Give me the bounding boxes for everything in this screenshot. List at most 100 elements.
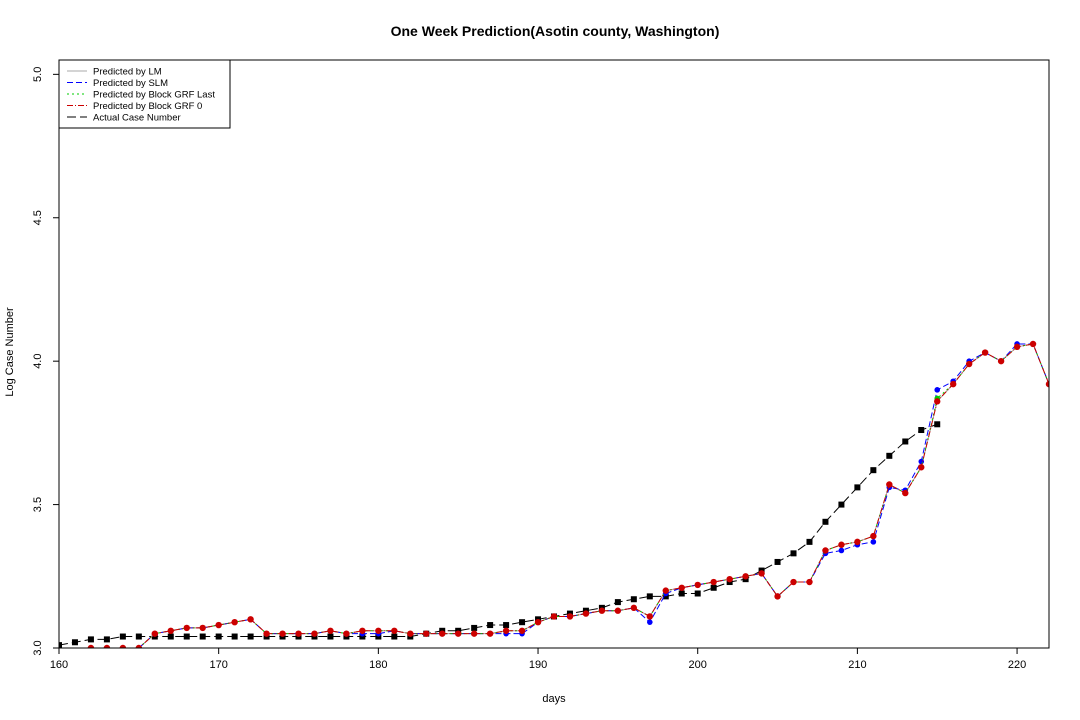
data-point — [167, 627, 174, 634]
data-point — [981, 349, 989, 356]
data-point — [1029, 340, 1037, 348]
data-point — [997, 357, 1005, 365]
series-line — [88, 343, 1049, 648]
data-point — [375, 627, 382, 634]
data-point — [71, 639, 78, 646]
data-point — [838, 547, 845, 554]
data-point — [327, 633, 334, 640]
data-point — [391, 627, 398, 634]
data-point — [327, 627, 334, 634]
data-point — [72, 648, 78, 654]
data-point — [534, 618, 542, 626]
data-point — [231, 633, 238, 640]
data-point — [647, 619, 653, 625]
data-point — [247, 616, 254, 623]
data-point — [630, 596, 637, 603]
data-point — [103, 636, 110, 643]
y-tick-label: 3.5 — [32, 497, 44, 512]
data-point — [359, 633, 366, 640]
data-point — [343, 630, 350, 637]
series-predicted-by-lm — [72, 341, 1049, 654]
data-point — [311, 630, 318, 637]
series-line — [59, 423, 938, 646]
data-point — [215, 633, 222, 640]
x-tick-label: 220 — [1008, 659, 1026, 671]
data-point — [519, 619, 526, 626]
data-point — [614, 599, 621, 606]
data-point — [59, 642, 62, 648]
x-axis-label: days — [542, 693, 566, 705]
series-layer — [59, 340, 1049, 654]
y-tick-label: 3.0 — [32, 640, 44, 655]
data-point — [870, 539, 877, 545]
data-point — [646, 593, 653, 600]
data-point — [486, 630, 494, 637]
data-point — [439, 630, 446, 637]
data-point — [119, 633, 126, 640]
data-point — [614, 607, 622, 614]
data-point — [710, 584, 717, 591]
data-point — [73, 647, 77, 648]
legend-box — [58, 59, 231, 129]
data-point — [694, 590, 701, 597]
data-point — [119, 644, 127, 648]
data-point — [295, 630, 302, 637]
data-point — [103, 644, 111, 648]
data-point — [662, 587, 669, 594]
data-point — [423, 630, 430, 637]
data-point — [790, 578, 797, 586]
x-tick-label: 200 — [689, 659, 707, 671]
x-tick-label: 180 — [369, 659, 387, 671]
data-point — [199, 633, 206, 640]
data-point — [183, 633, 190, 640]
data-point — [487, 622, 494, 629]
data-point — [231, 618, 238, 626]
data-point — [630, 604, 638, 612]
data-point — [742, 573, 749, 580]
data-point — [359, 627, 366, 634]
data-point — [518, 627, 526, 634]
data-point — [918, 464, 925, 471]
data-point — [1013, 343, 1021, 351]
data-point — [934, 387, 941, 393]
data-point — [598, 607, 606, 614]
data-point — [854, 538, 861, 546]
data-point — [870, 532, 877, 540]
x-tick-label: 170 — [209, 659, 227, 671]
plot-frame — [58, 59, 1050, 649]
series-actual-case-number — [59, 421, 941, 648]
data-point — [918, 427, 925, 434]
data-point — [774, 593, 781, 600]
data-point — [375, 633, 382, 640]
chart-title: One Week Prediction(Asotin county, Washi… — [391, 23, 720, 39]
data-point — [902, 438, 909, 445]
data-point — [886, 452, 893, 459]
x-tick-label: 190 — [529, 659, 547, 671]
y-tick-label: 5.0 — [32, 67, 44, 82]
data-point — [582, 610, 590, 617]
legend-label: Actual Case Number — [93, 113, 181, 124]
data-point — [934, 421, 941, 428]
data-point — [247, 633, 254, 640]
data-point — [726, 575, 733, 583]
data-point — [454, 630, 462, 637]
data-point — [199, 624, 206, 632]
data-point — [758, 570, 765, 577]
legend-label: Predicted by Block GRF Last — [93, 90, 215, 101]
data-point — [949, 380, 957, 388]
data-point — [566, 613, 574, 620]
data-point — [502, 627, 510, 634]
data-point — [87, 636, 94, 643]
legend-label: Predicted by SLM — [93, 78, 168, 89]
series-predicted-by-block-grf-last — [72, 341, 1049, 654]
data-point — [806, 538, 813, 545]
data-point — [790, 550, 797, 557]
data-point — [72, 648, 78, 654]
data-point — [407, 630, 414, 637]
data-point — [838, 541, 845, 548]
data-point — [662, 593, 669, 600]
data-point — [87, 644, 95, 648]
data-point — [263, 630, 270, 637]
data-point — [72, 648, 78, 654]
